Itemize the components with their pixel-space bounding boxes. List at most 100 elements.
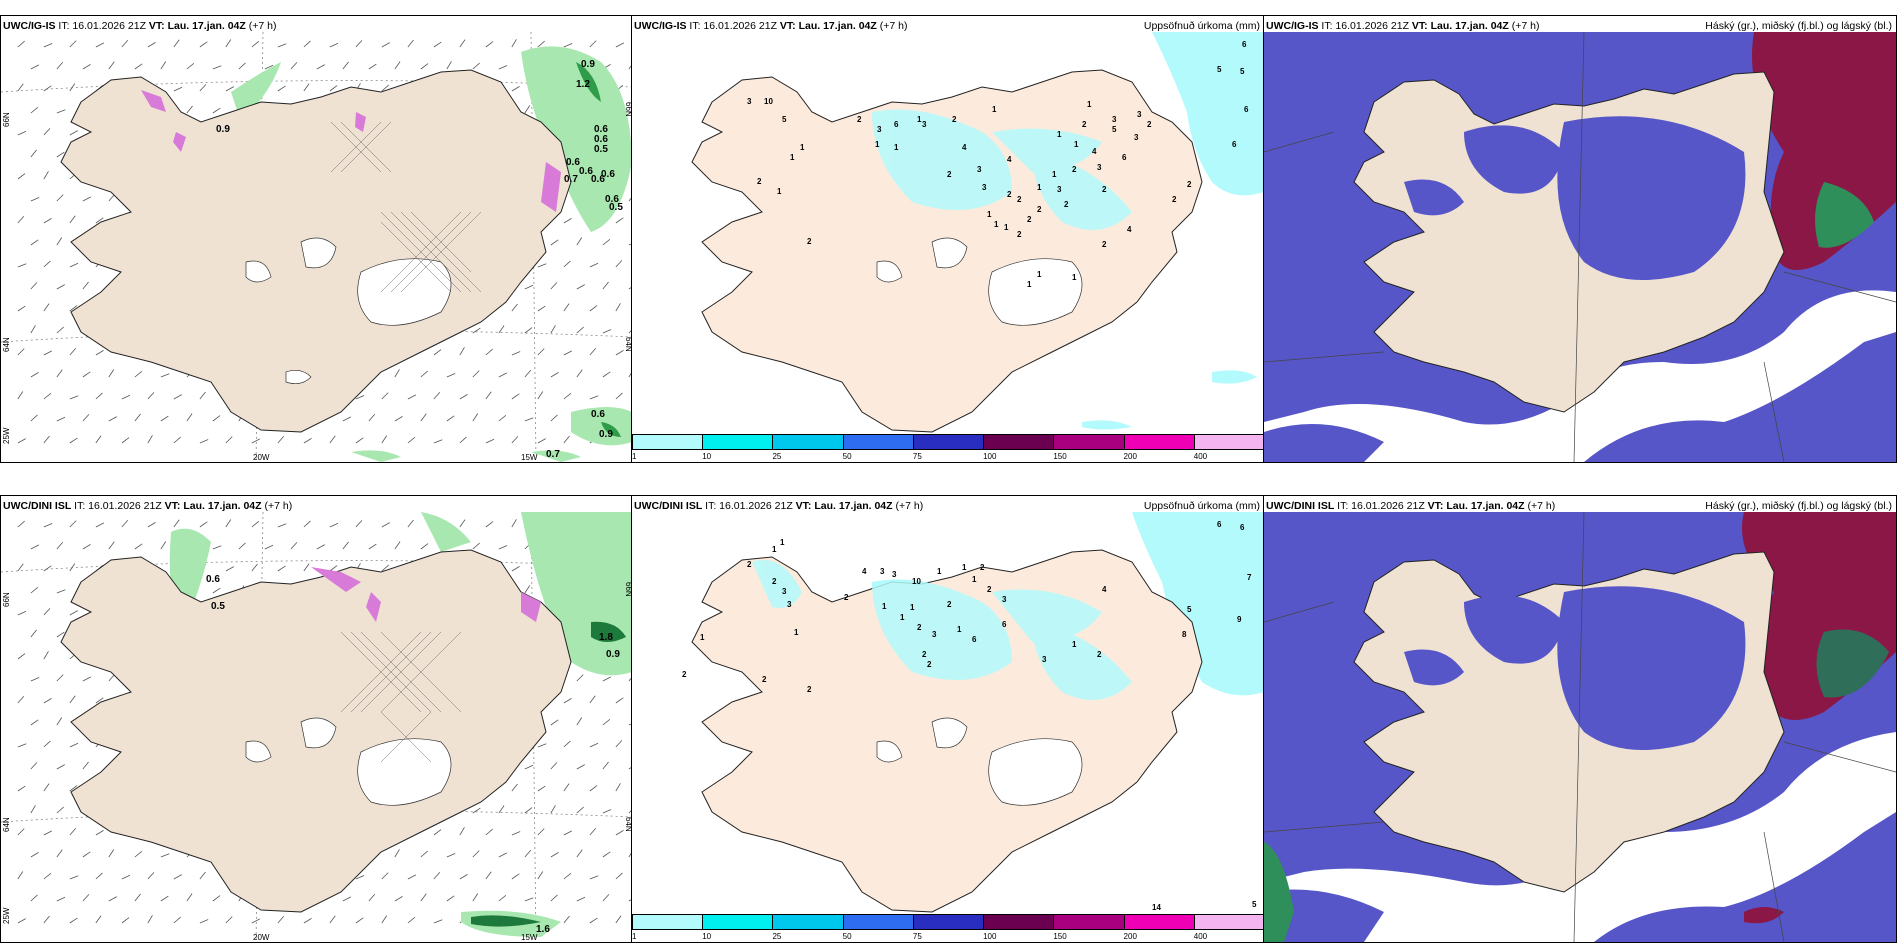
colorbar-segment bbox=[1193, 914, 1264, 930]
wind-barb bbox=[95, 872, 103, 880]
svg-text:2: 2 bbox=[857, 115, 862, 124]
wind-barb bbox=[589, 827, 597, 836]
colorbar-segment bbox=[912, 434, 985, 450]
svg-text:1: 1 bbox=[992, 105, 997, 114]
wind-barb bbox=[251, 438, 261, 444]
lon-label-20: 20W bbox=[253, 453, 270, 462]
wind-barb bbox=[615, 697, 624, 704]
wind-barb bbox=[121, 39, 129, 48]
wind-barb bbox=[134, 370, 143, 378]
wind-barb bbox=[238, 62, 246, 70]
svg-text:1: 1 bbox=[790, 153, 795, 162]
wind-barb bbox=[511, 303, 518, 312]
svg-text:1: 1 bbox=[937, 567, 942, 576]
wind-barb bbox=[459, 874, 468, 880]
wind-barb bbox=[355, 520, 363, 528]
model-name: UWC/DINI ISL bbox=[634, 500, 703, 512]
wind-barb bbox=[537, 263, 547, 268]
wind-barb bbox=[628, 766, 632, 770]
wind-barb bbox=[381, 392, 389, 400]
svg-text:6: 6 bbox=[1244, 105, 1249, 114]
svg-text:3: 3 bbox=[892, 570, 897, 579]
map-wind-dini-isl: 0.6 0.5 1.8 0.9 1.6 66N 64N 25W 20W 15W … bbox=[1, 512, 632, 942]
wind-barb bbox=[524, 369, 532, 378]
wind-barb bbox=[342, 541, 349, 550]
colorbar-segment bbox=[632, 914, 704, 930]
svg-text:3: 3 bbox=[787, 600, 792, 609]
wind-barb bbox=[277, 523, 287, 528]
wind-barb bbox=[108, 896, 117, 902]
svg-text:0.9: 0.9 bbox=[599, 429, 613, 440]
wind-barb bbox=[56, 806, 64, 814]
wind-barb bbox=[576, 237, 583, 246]
wind-barb bbox=[17, 610, 27, 616]
wind-barb bbox=[82, 676, 92, 682]
wind-barb bbox=[329, 522, 339, 528]
wind-barb bbox=[407, 394, 417, 400]
valid-time: Lau. 17.jan. 04Z bbox=[1446, 500, 1525, 512]
wind-barb bbox=[56, 541, 64, 550]
wind-barb bbox=[394, 849, 400, 858]
wind-barb bbox=[524, 327, 533, 334]
wind-barb bbox=[69, 917, 78, 924]
wind-barb bbox=[43, 783, 50, 792]
wind-barb bbox=[537, 871, 544, 880]
colorbar-label: 1 bbox=[632, 932, 637, 941]
wind-barb bbox=[56, 416, 66, 422]
svg-text:2: 2 bbox=[1007, 190, 1012, 199]
wind-barb bbox=[108, 61, 115, 70]
wind-barb bbox=[615, 915, 622, 924]
wind-barb bbox=[615, 740, 623, 748]
svg-text:1: 1 bbox=[987, 210, 992, 219]
lat-label-66-right: 66N bbox=[624, 102, 632, 117]
colorbar-label: 1 bbox=[632, 452, 637, 461]
svg-text:5: 5 bbox=[782, 115, 787, 124]
wind-barb bbox=[95, 350, 104, 356]
wind-barb bbox=[160, 853, 170, 858]
svg-text:0.9: 0.9 bbox=[216, 124, 230, 135]
wind-barb bbox=[524, 849, 532, 858]
svg-text:2: 2 bbox=[757, 177, 762, 186]
wind-barb bbox=[160, 415, 169, 422]
svg-text:0.6: 0.6 bbox=[591, 174, 605, 185]
svg-text:2: 2 bbox=[682, 670, 687, 679]
wind-barb bbox=[69, 395, 79, 400]
wind-barb bbox=[394, 541, 401, 550]
valid-time: Lau. 17.jan. 04Z bbox=[1430, 20, 1509, 32]
wind-barb bbox=[43, 872, 52, 880]
wind-barb bbox=[303, 520, 311, 528]
wind-barb bbox=[511, 873, 520, 880]
wind-barb bbox=[17, 348, 25, 356]
wind-barb bbox=[56, 61, 64, 70]
lead-time: (+7 h) bbox=[1527, 500, 1556, 512]
wind-barb bbox=[329, 565, 338, 572]
wind-barb bbox=[134, 543, 143, 550]
wind-barb bbox=[550, 372, 559, 378]
wind-barb bbox=[472, 370, 480, 378]
svg-text:3: 3 bbox=[1137, 110, 1142, 119]
valid-time: Lau. 17.jan. 04Z bbox=[814, 500, 893, 512]
wind-barb bbox=[212, 545, 222, 550]
panel-subtitle: Háský (gr.), miðský (fj.bl.) og lágský (… bbox=[1705, 500, 1892, 512]
wind-barb bbox=[43, 128, 51, 136]
wind-barb bbox=[628, 243, 632, 246]
wind-barb bbox=[30, 197, 40, 202]
wind-barb bbox=[511, 783, 518, 792]
wind-barb bbox=[407, 916, 416, 924]
wind-barb bbox=[355, 875, 365, 880]
wind-barb bbox=[30, 894, 38, 902]
svg-text:4: 4 bbox=[1092, 147, 1097, 156]
svg-text:0.5: 0.5 bbox=[609, 202, 623, 213]
wind-barb bbox=[355, 917, 364, 924]
svg-text:0.9: 0.9 bbox=[581, 59, 595, 70]
svg-text:2: 2 bbox=[1027, 215, 1032, 224]
svg-text:10: 10 bbox=[912, 577, 921, 586]
wind-barb bbox=[30, 719, 39, 726]
wind-barb bbox=[537, 828, 545, 836]
wind-barb bbox=[576, 369, 583, 378]
precip-value-labels: 2 1 1 2 3 3 4 3 3 10 1 1 2 2 1 1 1 2 3 2… bbox=[682, 520, 1257, 912]
svg-text:0.6: 0.6 bbox=[594, 124, 608, 135]
wind-barb bbox=[576, 849, 583, 858]
svg-text:2: 2 bbox=[1102, 185, 1107, 194]
wind-barb bbox=[589, 785, 598, 792]
